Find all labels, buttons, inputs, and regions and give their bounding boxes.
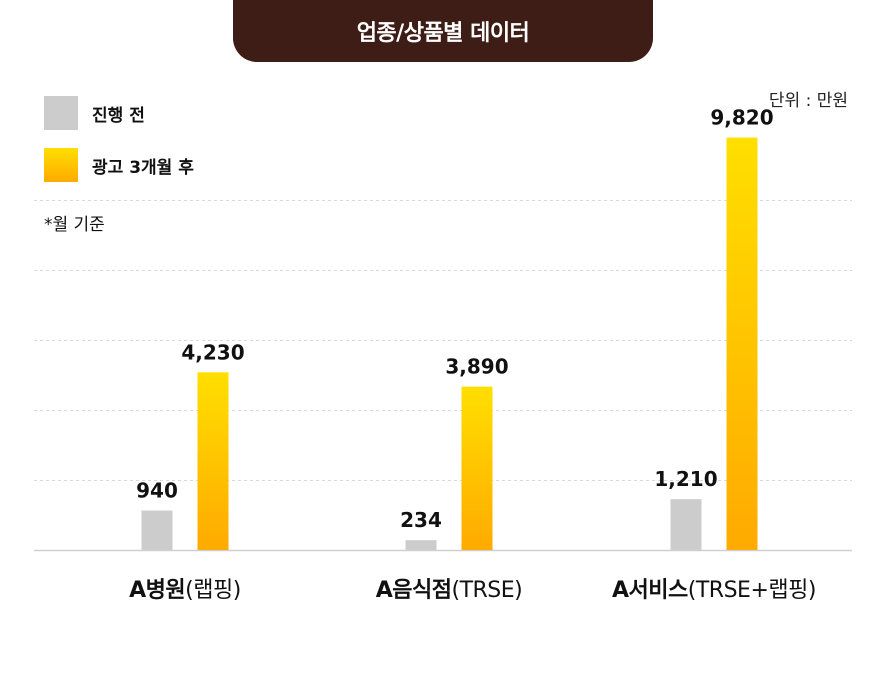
value-label-before-2: 1,210 bbox=[654, 467, 717, 491]
legend-item-after: 광고 3개월 후 bbox=[44, 148, 194, 182]
chart-title: 업종/상품별 데이터 bbox=[356, 21, 530, 46]
unit-label: 단위 : 만원 bbox=[768, 91, 848, 111]
bar-before-1 bbox=[405, 540, 437, 550]
bar-after-2 bbox=[726, 137, 758, 550]
category-label-hospital-main: A병원 bbox=[129, 578, 186, 603]
value-label-before-0: 940 bbox=[136, 479, 178, 503]
value-labels: 940 234 1,210 4,230 3,890 9,820 bbox=[136, 106, 774, 533]
legend-swatch-before bbox=[44, 96, 78, 130]
chart-title-banner: 업종/상품별 데이터 bbox=[233, 0, 653, 62]
bar-after-0 bbox=[197, 372, 229, 550]
legend-swatch-after bbox=[44, 148, 78, 182]
value-label-after-1: 3,890 bbox=[445, 355, 508, 379]
category-label-service-sub: (TRSE+랩핑) bbox=[687, 578, 817, 603]
legend-item-before: 진행 전 bbox=[44, 96, 145, 130]
value-label-before-1: 234 bbox=[400, 508, 442, 532]
bars bbox=[141, 137, 758, 550]
value-label-after-0: 4,230 bbox=[181, 340, 244, 364]
bar-after-1 bbox=[461, 386, 493, 550]
category-label-hospital-sub: (랩핑) bbox=[185, 578, 241, 603]
category-label-restaurant: A음식점(TRSE) bbox=[299, 572, 599, 604]
category-label-service: A서비스(TRSE+랩핑) bbox=[564, 572, 864, 604]
bar-before-0 bbox=[141, 510, 173, 550]
bar-before-2 bbox=[670, 499, 702, 550]
value-label-after-2: 9,820 bbox=[710, 106, 773, 130]
grid-lines bbox=[34, 200, 852, 481]
footnote: *월 기준 bbox=[44, 215, 105, 235]
legend-label-after: 광고 3개월 후 bbox=[92, 157, 194, 178]
category-label-restaurant-main: A음식점 bbox=[375, 578, 452, 603]
category-label-hospital: A병원(랩핑) bbox=[35, 572, 335, 604]
category-label-restaurant-sub: (TRSE) bbox=[451, 578, 523, 603]
legend-label-before: 진행 전 bbox=[92, 105, 145, 126]
category-label-service-main: A서비스 bbox=[612, 578, 688, 603]
